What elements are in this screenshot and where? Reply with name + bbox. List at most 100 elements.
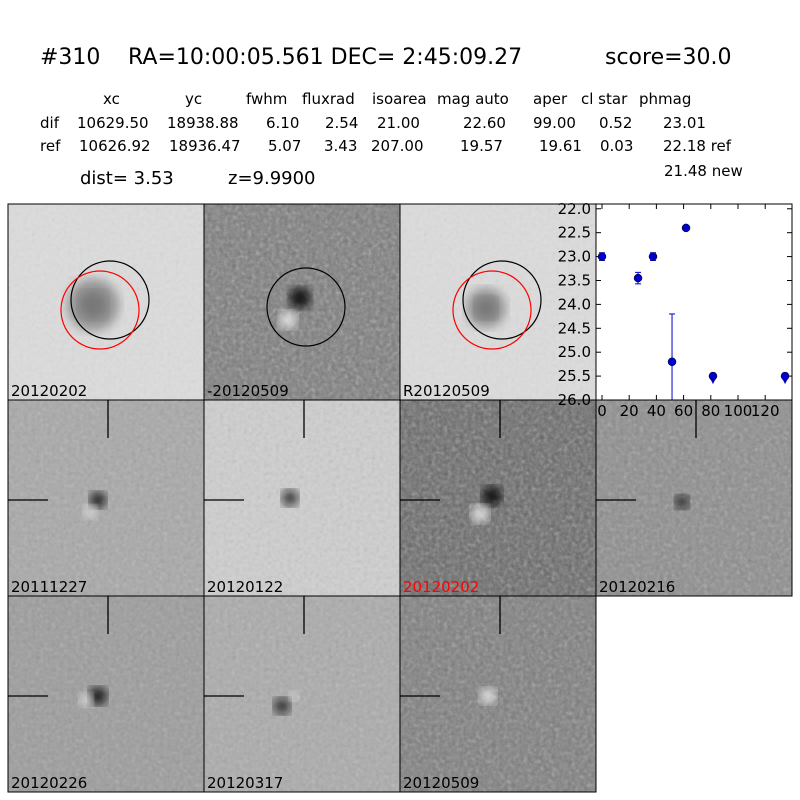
source-blob — [480, 688, 496, 704]
image-panel: -20120509 — [203, 203, 401, 401]
plot-area — [596, 204, 792, 400]
y-tick-label: 22.0 — [558, 200, 591, 218]
panel-label: 20120122 — [207, 578, 283, 596]
cell: 18936.47 — [169, 137, 241, 155]
column-header: cl star — [581, 90, 628, 108]
image-panel: 20120317 — [203, 595, 401, 793]
point — [780, 371, 790, 381]
source-blob — [675, 495, 689, 509]
image-panel: 20120202 — [7, 203, 205, 401]
plot-data — [597, 223, 790, 400]
dist: dist= 3.53 — [80, 168, 174, 189]
cell: 0.03 — [600, 137, 633, 155]
column-header: isoarea — [372, 90, 427, 108]
cell: 207.00 — [371, 137, 424, 155]
y-tick-label: 25.5 — [558, 367, 591, 385]
y-tick-label: 22.5 — [558, 224, 591, 242]
image-noise — [400, 596, 596, 792]
cell: 10629.50 — [77, 114, 149, 132]
image-noise — [596, 400, 792, 596]
image-panel: R20120509 — [399, 203, 597, 401]
aperture-circle — [70, 260, 150, 340]
x-tick-label: 0 — [597, 402, 607, 420]
image-noise — [8, 400, 204, 596]
plot-frame — [595, 203, 793, 401]
panel-label: 20120202 — [11, 382, 87, 400]
panel-label: 20120317 — [207, 774, 283, 792]
source-blob — [289, 287, 311, 309]
score: score=30.0 — [605, 45, 732, 70]
point — [681, 223, 691, 233]
phmag-new: 21.48 new — [664, 162, 743, 180]
cell: 23.01 — [663, 114, 706, 132]
cell: 3.43 — [324, 137, 357, 155]
y-tick-label: 24.5 — [558, 319, 591, 337]
column-header: mag auto — [437, 90, 509, 108]
source-blob — [83, 505, 97, 519]
cell: 6.10 — [266, 114, 299, 132]
point — [708, 371, 718, 381]
cell: 22.18 ref — [663, 137, 732, 155]
panel-label: 20120226 — [11, 774, 87, 792]
row-label: ref — [40, 137, 61, 155]
source-blob — [466, 288, 506, 328]
coordinates: RA=10:00:05.561 DEC= 2:45:09.27 — [128, 45, 522, 70]
point — [648, 252, 658, 261]
cell: 21.00 — [377, 114, 420, 132]
row-label: dif — [40, 114, 60, 132]
image-panel: 20120509 — [399, 595, 597, 793]
panel-label: -20120509 — [207, 382, 289, 400]
source-blob — [89, 687, 107, 705]
image-noise — [204, 400, 400, 596]
y-tick-label: 26.0 — [558, 391, 591, 409]
source-blob — [289, 691, 299, 701]
source-blob — [67, 279, 119, 331]
source-blob — [471, 505, 489, 523]
column-header: fluxrad — [302, 90, 355, 108]
point — [633, 273, 643, 283]
image-panel: 20120216 — [595, 399, 793, 597]
source-blob — [79, 693, 93, 707]
column-header: xc — [103, 90, 120, 108]
y-tick-label: 23.5 — [558, 271, 591, 289]
cell: 18938.88 — [167, 114, 239, 132]
y-tick-label: 23.0 — [558, 248, 591, 266]
x-tick-label: 60 — [674, 402, 693, 420]
object-id: #310 — [40, 45, 100, 70]
image-panel: 20120202 — [399, 399, 597, 597]
image-panel: 20120226 — [7, 595, 205, 793]
cell: 19.61 — [539, 137, 582, 155]
cell: 2.54 — [325, 114, 358, 132]
image-panel: 20111227 — [7, 399, 205, 597]
image-panel: 20120122 — [203, 399, 401, 597]
panel-border — [399, 595, 597, 793]
panel-label: 20111227 — [11, 578, 87, 596]
x-tick-label: 120 — [751, 402, 780, 420]
source-blob — [90, 492, 106, 508]
source-blob — [279, 311, 297, 329]
panel-label: 20120216 — [599, 578, 675, 596]
x-tick-label: 40 — [647, 402, 666, 420]
y-tick-label: 25.0 — [558, 343, 591, 361]
cell: 19.57 — [460, 137, 503, 155]
column-header: fwhm — [246, 90, 287, 108]
redshift: z=9.9900 — [228, 168, 316, 189]
aperture-circle — [452, 270, 532, 350]
aperture-circle — [60, 270, 140, 350]
x-tick-label: 20 — [620, 402, 639, 420]
panel-label: 20120509 — [403, 774, 479, 792]
cell: 5.07 — [268, 137, 301, 155]
column-header: aper — [533, 90, 568, 108]
x-tick-label: 100 — [724, 402, 753, 420]
cell: 99.00 — [533, 114, 576, 132]
cell: 0.52 — [599, 114, 632, 132]
cell: 22.60 — [463, 114, 506, 132]
y-tick-label: 24.0 — [558, 295, 591, 313]
source-blob — [274, 698, 290, 714]
column-header: yc — [185, 90, 202, 108]
panel-label: R20120509 — [403, 382, 490, 400]
column-header: phmag — [639, 90, 691, 108]
point — [597, 252, 607, 261]
x-tick-label: 80 — [701, 402, 720, 420]
